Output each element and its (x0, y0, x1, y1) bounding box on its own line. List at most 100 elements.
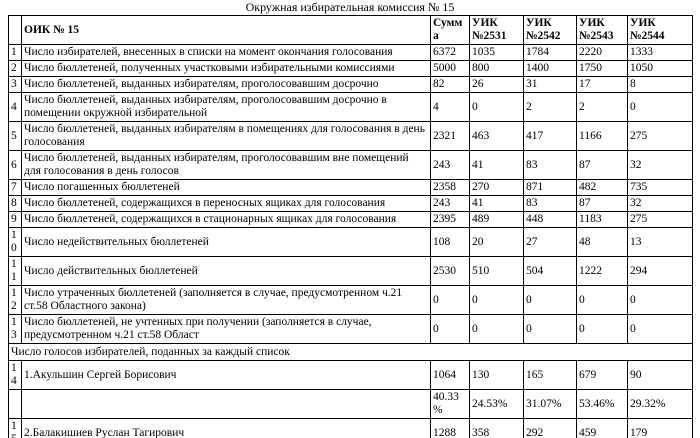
row-number-cell: 10 (8, 227, 22, 257)
row-label-cell: Число избирателей, внесенных в списки на… (21, 44, 431, 61)
value-cell: 2321 (430, 121, 470, 151)
table-row: 7 Число погашенных бюллетеней 2358 270 871 48… (8, 179, 693, 196)
value-cell: 5000 (430, 60, 470, 77)
value-cell: 0 (430, 314, 470, 344)
value-cell: 165 (523, 360, 577, 390)
value-cell: 510 (469, 256, 524, 286)
table-body: 1 Число избирателей, внесенных в списки н… (8, 44, 693, 438)
value-cell: 459 (576, 418, 628, 438)
value-cell: 358 (469, 418, 524, 438)
row-number-cell: 5 (8, 121, 22, 151)
row-label-cell: Число бюллетеней, выданных избирателям в… (21, 121, 431, 151)
table-row: 2 Число бюллетеней, полученных участковым… (8, 60, 693, 77)
value-cell: 0 (430, 285, 470, 315)
value-cell: 275 (627, 211, 693, 228)
row-number-cell: 1 (8, 44, 22, 61)
value-cell: 1750 (576, 60, 628, 77)
results-table: ОИК № 15 Сумма УИК №2531 УИК №2542 УИК №… (8, 15, 693, 438)
value-cell: 1784 (523, 44, 577, 61)
value-cell: 1050 (627, 60, 693, 77)
row-label-cell: Число бюллетеней, выданных избирателям, … (21, 92, 431, 122)
value-cell: 0 (627, 314, 693, 344)
value-cell: 27 (523, 227, 577, 257)
table-row: 1 Число избирателей, внесенных в списки н… (8, 44, 693, 61)
percent-row: 40.33% 24.53% 31.07% 53.46% 29.32% (8, 389, 693, 419)
row-label-cell: Число бюллетеней, содержащихся в стацион… (21, 211, 431, 228)
section-header-cell: Число голосов избирателей, поданных за к… (8, 343, 693, 361)
value-cell: 108 (430, 227, 470, 257)
value-cell: 82 (430, 76, 470, 93)
value-cell: 32 (627, 195, 693, 212)
row-number-cell: 3 (8, 76, 22, 93)
row-label-cell: Число недействительных бюллетеней (21, 227, 431, 257)
value-cell: 735 (627, 179, 693, 196)
row-label-cell (21, 389, 431, 419)
value-cell: 2220 (576, 44, 628, 61)
header-row: ОИК № 15 Сумма УИК №2531 УИК №2542 УИК №… (8, 15, 693, 45)
value-cell: 0 (523, 285, 577, 315)
row-label-cell: Число бюллетеней, выданных избирателям, … (21, 76, 431, 93)
table-row: 11 Число действительных бюллетеней 2530 510… (8, 256, 693, 286)
value-cell: 0 (627, 92, 693, 122)
row-label-cell: Число бюллетеней, полученных участковыми… (21, 60, 431, 77)
percent-cell: 40.33% (430, 389, 470, 419)
value-cell: 48 (576, 227, 628, 257)
value-cell: 243 (430, 195, 470, 212)
row-number-cell: 7 (8, 179, 22, 196)
row-label-cell: Число бюллетеней, выданных избирателям, … (21, 150, 431, 180)
header-uik-2531-cell: УИК №2531 (469, 15, 524, 45)
value-cell: 2530 (430, 256, 470, 286)
value-cell: 0 (576, 285, 628, 315)
table-header: ОИК № 15 Сумма УИК №2531 УИК №2542 УИК №… (8, 15, 693, 45)
table-row: 6 Число бюллетеней, выданных избирателям,… (8, 150, 693, 180)
value-cell: 800 (469, 60, 524, 77)
row-number-cell (8, 389, 22, 419)
value-cell: 275 (627, 121, 693, 151)
value-cell: 0 (469, 314, 524, 344)
row-label-cell: Число бюллетеней, содержащихся в перенос… (21, 195, 431, 212)
header-commission-cell: ОИК № 15 (21, 15, 431, 45)
value-cell: 31 (523, 76, 577, 93)
row-number-cell: 8 (8, 195, 22, 212)
value-cell: 87 (576, 150, 628, 180)
value-cell: 179 (627, 418, 693, 438)
row-label-cell: Число бюллетеней, не учтенных при получе… (21, 314, 431, 344)
value-cell: 1064 (430, 360, 470, 390)
section-header-row: Число голосов избирателей, поданных за к… (8, 343, 693, 361)
table-row: 5 Число бюллетеней, выданных избирателям … (8, 121, 693, 151)
value-cell: 90 (627, 360, 693, 390)
value-cell: 87 (576, 195, 628, 212)
value-cell: 292 (523, 418, 577, 438)
value-cell: 0 (469, 92, 524, 122)
value-cell: 1222 (576, 256, 628, 286)
candidate-name-cell: 2.Балакишиев Руслан Тагирович (21, 418, 431, 438)
percent-cell: 31.07% (523, 389, 577, 419)
value-cell: 1035 (469, 44, 524, 61)
value-cell: 4 (430, 92, 470, 122)
row-number-cell: 11 (8, 256, 22, 286)
table-row: 13 Число бюллетеней, не учтенных при полу… (8, 314, 693, 344)
header-number-cell (8, 15, 22, 45)
table-row: 4 Число бюллетеней, выданных избирателям,… (8, 92, 693, 122)
value-cell: 20 (469, 227, 524, 257)
value-cell: 32 (627, 150, 693, 180)
value-cell: 2 (523, 92, 577, 122)
value-cell: 17 (576, 76, 628, 93)
table-row: 8 Число бюллетеней, содержащихся в перено… (8, 195, 693, 212)
page-title: Окружная избирательная комиссия № 15 (245, 0, 455, 14)
value-cell: 294 (627, 256, 693, 286)
value-cell: 1400 (523, 60, 577, 77)
row-number-cell: 4 (8, 92, 22, 122)
candidate-row: 152.Балакишиев Руслан Тагирович128835829… (8, 418, 693, 438)
row-number-cell: 12 (8, 285, 22, 315)
row-number-cell: 15 (8, 418, 22, 438)
value-cell: 489 (469, 211, 524, 228)
header-uik-2544-cell: УИК №2544 (627, 15, 693, 45)
value-cell: 679 (576, 360, 628, 390)
value-cell: 243 (430, 150, 470, 180)
row-number-cell: 9 (8, 211, 22, 228)
value-cell: 1333 (627, 44, 693, 61)
value-cell: 83 (523, 195, 577, 212)
value-cell: 0 (576, 314, 628, 344)
